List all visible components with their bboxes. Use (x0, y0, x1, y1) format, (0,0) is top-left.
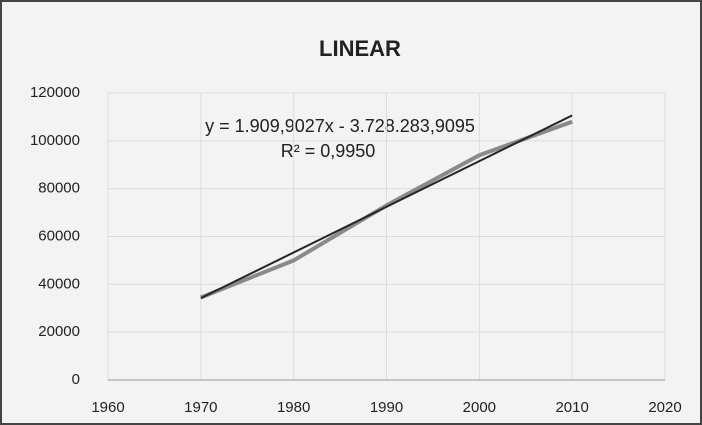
x-tick-label: 2020 (648, 399, 681, 416)
series-line (200, 119, 573, 300)
y-tick-label: 100000 (30, 132, 80, 149)
chart-title: LINEAR (319, 36, 401, 61)
series-line (200, 114, 573, 300)
y-tick-label: 40000 (38, 275, 80, 292)
y-tick-label: 20000 (38, 323, 80, 340)
trend-equation: y = 1.909,9027x - 3.728.283,9095 (205, 116, 475, 136)
x-tick-label: 2000 (463, 399, 496, 416)
x-tick-label: 1960 (91, 399, 124, 416)
x-tick-label: 1970 (184, 399, 217, 416)
y-tick-label: 0 (72, 371, 80, 388)
x-tick-label: 1990 (370, 399, 403, 416)
y-tick-label: 120000 (30, 84, 80, 101)
y-tick-label: 80000 (38, 180, 80, 197)
x-tick-label: 2010 (555, 399, 588, 416)
y-tick-label: 60000 (38, 227, 80, 244)
r-squared: R² = 0,9950 (281, 141, 376, 161)
x-tick-label: 1980 (277, 399, 310, 416)
